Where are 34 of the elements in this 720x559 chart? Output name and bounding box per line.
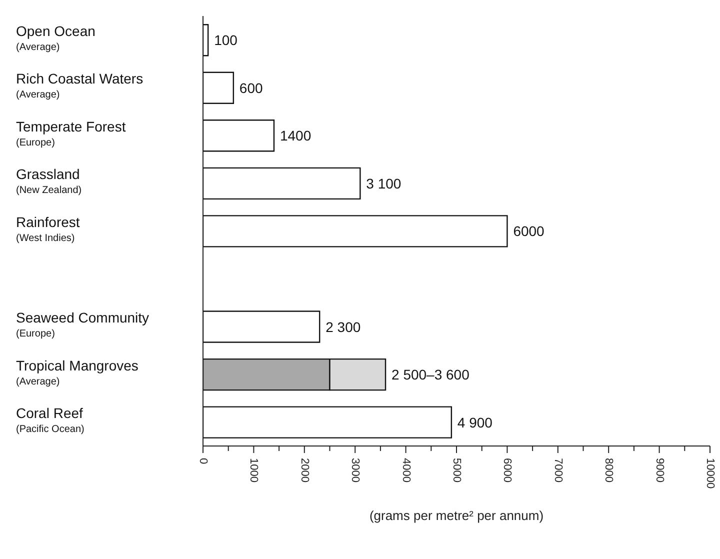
data-label: 4 900 [457,414,493,430]
bar [203,215,508,248]
x-tick-label: 6000 [501,458,514,482]
x-tick-label: 0 [197,458,209,464]
bar [203,120,275,152]
x-tick-label: 7000 [552,458,564,482]
annotation: 2 500–3 600 [392,366,470,382]
x-tick-label: 10000 [704,458,716,489]
y-tick-label: Rich Coastal Waters (Average) [16,70,144,101]
x-tick-label: 8000 [602,458,615,482]
data-label: 1400 [280,128,312,144]
bar [203,167,361,200]
y-tick-label: Coral Reef (Pacific Ocean) [16,405,84,436]
y-tick-label: Temperate Forest (Europe) [16,118,126,148]
x-tick-label: 9000 [653,458,666,482]
y-tick-label: Rainforest (West Indies) [16,214,80,244]
y-tick-label: Tropical Mangroves (Average) [16,357,138,388]
data-label: 6000 [513,223,545,240]
y-tick-label: Open Ocean (Average) [16,22,96,53]
x-tick-label: 3000 [349,458,362,482]
data-label: 600 [239,80,263,96]
x-tick-label: 2000 [298,458,310,482]
x-axis-title: (grams per metre² per annum) [368,508,545,523]
data-label: 2 300 [326,318,361,335]
x-tick-label: 1000 [248,458,260,482]
x-tick-label: 5000 [450,458,462,482]
bar [203,72,234,104]
bar [203,406,452,438]
y-tick-label: Seaweed Community (Europe) [16,310,150,340]
data-label: 100 [214,32,238,48]
x-tick-label: 4000 [400,458,412,482]
data-label: 3 100 [366,175,402,192]
bar [203,310,320,343]
y-tick-label: Grassland (New Zealand) [16,166,82,196]
